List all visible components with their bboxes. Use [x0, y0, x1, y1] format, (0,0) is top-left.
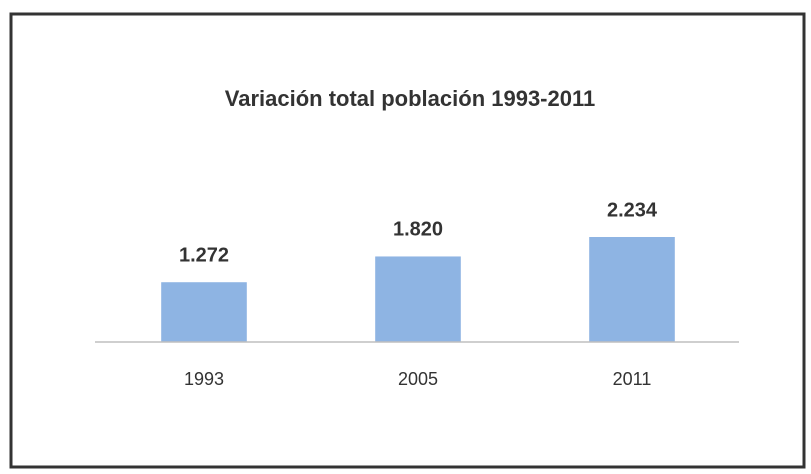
x-tick-label: 1993	[184, 369, 224, 389]
chart-title: Variación total población 1993-2011	[225, 86, 596, 111]
bar	[161, 282, 247, 342]
value-label: 1.272	[179, 244, 229, 266]
x-tick-label: 2011	[613, 369, 652, 389]
value-label: 2.234	[607, 199, 658, 221]
bar	[375, 256, 461, 342]
bar	[589, 237, 675, 342]
value-label: 1.820	[393, 219, 443, 241]
x-tick-label: 2005	[398, 369, 438, 389]
